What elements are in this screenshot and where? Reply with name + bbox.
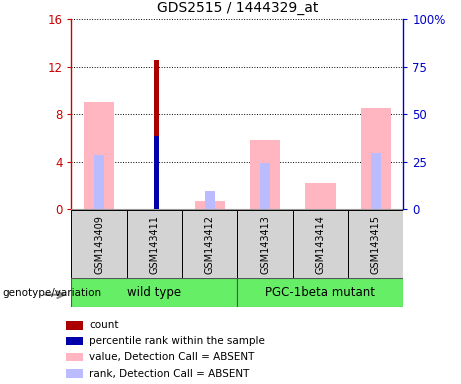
Bar bbox=[94, 155, 104, 209]
Text: GSM143412: GSM143412 bbox=[205, 215, 215, 274]
Bar bbox=[305, 183, 336, 209]
Bar bbox=[66, 321, 83, 329]
Bar bbox=[71, 278, 237, 307]
Bar bbox=[71, 210, 127, 278]
Text: count: count bbox=[89, 320, 118, 330]
Text: GSM143414: GSM143414 bbox=[315, 215, 325, 274]
Title: GDS2515 / 1444329_at: GDS2515 / 1444329_at bbox=[157, 2, 318, 15]
Bar bbox=[66, 369, 83, 378]
Bar bbox=[237, 210, 293, 278]
Bar bbox=[195, 201, 225, 209]
Text: GSM143415: GSM143415 bbox=[371, 215, 381, 274]
Bar bbox=[250, 141, 280, 209]
Bar bbox=[260, 163, 270, 209]
Bar bbox=[154, 60, 160, 209]
Text: GSM143411: GSM143411 bbox=[149, 215, 160, 274]
Text: PGC-1beta mutant: PGC-1beta mutant bbox=[266, 286, 375, 299]
Bar bbox=[66, 353, 83, 361]
Bar bbox=[361, 108, 391, 209]
Bar bbox=[293, 210, 348, 278]
Bar bbox=[127, 210, 182, 278]
Text: wild type: wild type bbox=[127, 286, 182, 299]
Bar bbox=[348, 210, 403, 278]
Text: GSM143413: GSM143413 bbox=[260, 215, 270, 274]
Bar bbox=[205, 192, 215, 209]
Bar bbox=[237, 278, 403, 307]
Bar bbox=[84, 103, 114, 209]
Text: percentile rank within the sample: percentile rank within the sample bbox=[89, 336, 265, 346]
Text: genotype/variation: genotype/variation bbox=[2, 288, 101, 298]
Bar bbox=[154, 136, 160, 209]
Text: rank, Detection Call = ABSENT: rank, Detection Call = ABSENT bbox=[89, 369, 249, 379]
Bar bbox=[371, 154, 381, 209]
Text: value, Detection Call = ABSENT: value, Detection Call = ABSENT bbox=[89, 352, 254, 362]
Text: GSM143409: GSM143409 bbox=[94, 215, 104, 274]
Bar bbox=[182, 210, 237, 278]
Bar bbox=[66, 337, 83, 345]
